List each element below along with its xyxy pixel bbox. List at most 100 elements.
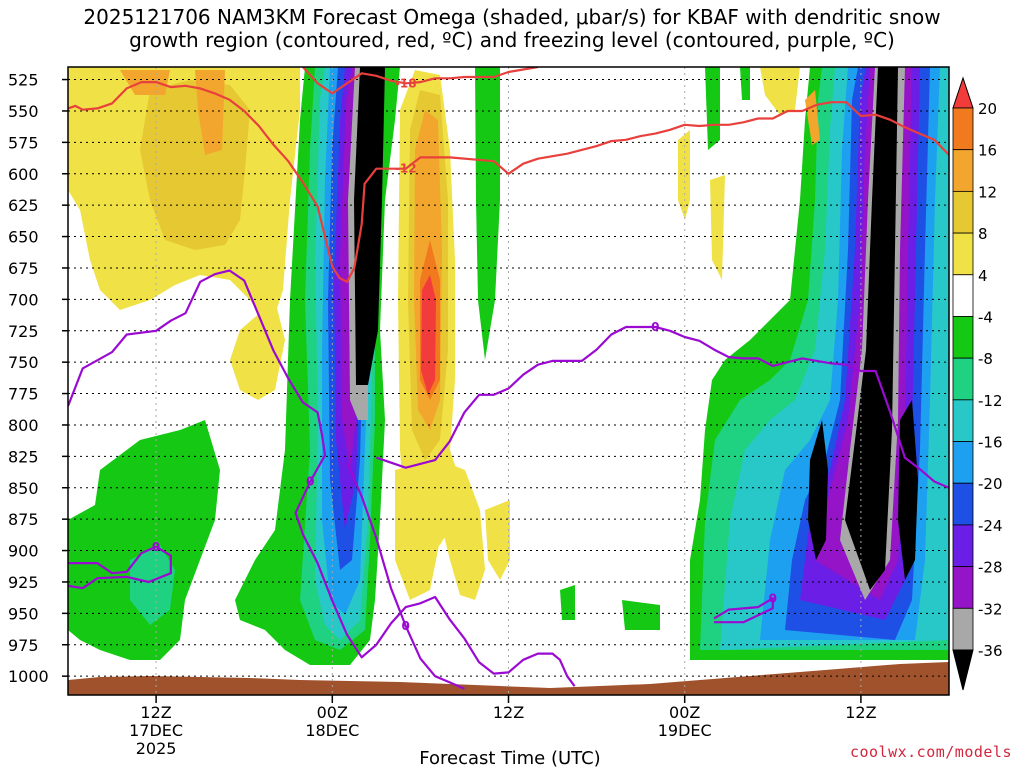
y-tick-label-1: 550 — [8, 102, 39, 121]
omega-region-25 — [678, 130, 690, 220]
ground-fill — [68, 662, 949, 695]
y-tick-label-18: 975 — [8, 636, 39, 655]
colorbar-label-12: -32 — [978, 600, 1003, 618]
omega-region-5 — [68, 420, 220, 660]
colorbar-label-8: -16 — [978, 434, 1003, 452]
omega-shading — [68, 67, 949, 665]
colorbar-swatch-11 — [952, 566, 974, 609]
grid-lines — [68, 67, 949, 695]
omega-region-24 — [485, 500, 510, 580]
y-tick-label-8: 725 — [8, 322, 39, 341]
dgz-contour-label-0: -12 — [395, 162, 417, 176]
freezing-contour-label-2: 0 — [651, 320, 659, 334]
y-tick-label-14: 875 — [8, 510, 39, 529]
x-tick-date-1: 18DEC — [305, 721, 359, 740]
colorbar-swatch-0 — [952, 107, 974, 151]
colorbar-swatch-9 — [952, 482, 974, 526]
colorbar-swatch-10 — [952, 524, 974, 568]
dgz-contour-line-1 — [302, 67, 539, 95]
y-tick-label-17: 950 — [8, 604, 39, 623]
credit-text: coolwx.com/models — [850, 743, 1012, 761]
omega-region-28 — [705, 67, 720, 150]
colorbar-label-5: -4 — [978, 308, 993, 326]
colorbar-label-9: -20 — [978, 475, 1003, 493]
colorbar-swatch-12 — [952, 607, 974, 651]
omega-region-15 — [354, 67, 385, 385]
omega-region-21 — [440, 460, 485, 600]
freezing-contour-label-0: 0 — [306, 474, 314, 488]
chart-title-line2: growth region (contoured, red, ºC) and f… — [129, 28, 895, 52]
omega-region-26 — [710, 175, 725, 280]
y-tick-label-9: 750 — [8, 353, 39, 372]
colorbar-label-7: -12 — [978, 392, 1003, 410]
freezing-contour-line-3 — [68, 545, 172, 590]
colorbar-label-10: -24 — [978, 517, 1003, 535]
y-tick-label-16: 925 — [8, 573, 39, 592]
y-tick-label-4: 625 — [8, 196, 39, 215]
y-tick-label-13: 850 — [8, 479, 39, 498]
y-tick-label-11: 800 — [8, 416, 39, 435]
omega-region-43 — [805, 90, 820, 145]
omega-region-22 — [395, 460, 440, 600]
omega-region-20 — [421, 275, 436, 395]
dgz-contour-line-0 — [68, 81, 949, 283]
y-tick-label-15: 900 — [8, 542, 39, 561]
omega-region-29 — [740, 67, 750, 100]
omega-region-27 — [760, 67, 800, 115]
temperature-contours: -12 -18 0 0 0 0 0 — [68, 67, 949, 690]
y-tick-label-10: 775 — [8, 385, 39, 404]
y-tick-label-6: 675 — [8, 259, 39, 278]
y-tick-label-2: 575 — [8, 133, 39, 152]
y-tick-label-0: 525 — [8, 71, 39, 90]
omega-colorbar: 20 16 12 8 4 -4 -8 -12 -16 -20 -24 -28 -32 -36 — [952, 76, 1003, 691]
colorbar-label-1: 16 — [978, 142, 997, 160]
freezing-contour-line-4 — [713, 597, 774, 624]
omega-region-23 — [475, 67, 500, 360]
colorbar-swatch-6 — [952, 357, 974, 401]
chart-title-line1: 2025121706 NAM3KM Forecast Omega (shaded… — [83, 5, 940, 29]
omega-region-31 — [622, 600, 660, 630]
colorbar-bottom-arrow — [952, 649, 974, 691]
y-tick-label-19: 1000 — [8, 667, 49, 686]
x-axis-label: Forecast Time (UTC) — [419, 748, 600, 768]
colorbar-swatch-1 — [952, 149, 974, 192]
colorbar-top-arrow — [952, 76, 974, 109]
plot-area: -12 -18 0 0 0 0 0 — [68, 67, 949, 695]
x-tick-label-4: 12Z — [845, 703, 876, 722]
x-tick-label-3: 00Z — [669, 703, 700, 722]
omega-region-6 — [130, 545, 175, 625]
omega-region-3 — [195, 70, 225, 155]
x-tick-year-0: 2025 — [136, 739, 177, 758]
terrain-ground — [68, 662, 949, 695]
omega-region-42 — [898, 400, 918, 580]
omega-region-41 — [808, 420, 828, 560]
x-tick-label-0: 12Z — [140, 703, 171, 722]
colorbar-swatch-8 — [952, 441, 974, 484]
y-tick-label-5: 650 — [8, 228, 39, 247]
colorbar-label-0: 20 — [978, 100, 997, 118]
freezing-contour-line-0 — [68, 269, 576, 687]
colorbar-label-11: -28 — [978, 559, 1003, 577]
freezing-contour-line-2 — [375, 325, 949, 489]
colorbar-swatch-7 — [952, 399, 974, 442]
pressure-axis: 525 550 575 600 625 650 675 700 725 750 775 800 825 8… — [8, 71, 68, 686]
colorbar-label-6: -8 — [978, 350, 993, 368]
colorbar-label-2: 12 — [978, 183, 997, 201]
colorbar-swatch-3 — [952, 232, 974, 276]
omega-region-40 — [845, 67, 898, 590]
x-tick-date-3: 19DEC — [658, 721, 712, 740]
y-tick-label-7: 700 — [8, 290, 39, 309]
colorbar-label-4: 4 — [978, 267, 988, 285]
freezing-contour-label-1: 0 — [402, 619, 410, 633]
colorbar-label-13: -36 — [978, 642, 1003, 660]
y-tick-label-12: 825 — [8, 447, 39, 466]
colorbar-label-3: 8 — [978, 225, 988, 243]
dgz-contour-label-1: -18 — [395, 76, 417, 90]
omega-region-4 — [230, 300, 285, 400]
x-tick-date-0: 17DEC — [129, 721, 183, 740]
colorbar-swatch-2 — [952, 190, 974, 234]
y-tick-label-3: 600 — [8, 165, 39, 184]
colorbar-swatch-4 — [952, 274, 974, 317]
